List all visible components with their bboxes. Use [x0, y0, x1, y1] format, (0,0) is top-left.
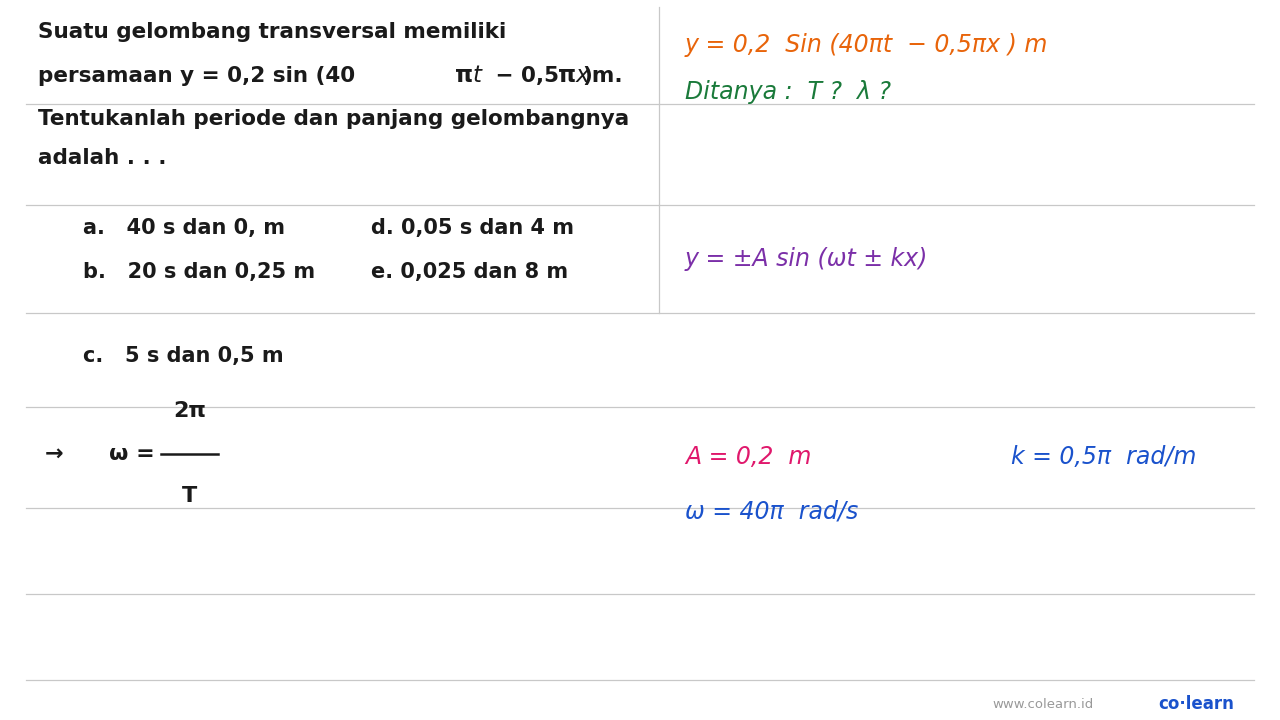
Text: − 0,5: − 0,5	[488, 66, 566, 86]
Text: →: →	[45, 444, 64, 464]
Text: persamaan y = 0,2 sin (40: persamaan y = 0,2 sin (40	[38, 66, 356, 86]
Text: y = 0,2  Sin (40πt  − 0,5πx ) m: y = 0,2 Sin (40πt − 0,5πx ) m	[685, 32, 1048, 57]
Text: ω = 40π  rad/s: ω = 40π rad/s	[685, 499, 858, 523]
Text: T: T	[182, 486, 197, 506]
Text: Suatu gelombang transversal memiliki: Suatu gelombang transversal memiliki	[38, 22, 507, 42]
Text: adalah . . .: adalah . . .	[38, 148, 166, 168]
Text: )m.: )m.	[582, 66, 623, 86]
Text: k = 0,5π  rad/m: k = 0,5π rad/m	[1011, 445, 1197, 469]
Text: d. 0,05 s dan 4 m: d. 0,05 s dan 4 m	[371, 217, 575, 238]
Text: y = ±A sin (ωt ± kx): y = ±A sin (ωt ± kx)	[685, 247, 928, 271]
Text: Ditanya :  T ?  λ ?: Ditanya : T ? λ ?	[685, 80, 891, 104]
Text: b.   20 s dan 0,25 m: b. 20 s dan 0,25 m	[83, 262, 315, 282]
Text: ω =: ω =	[109, 444, 155, 464]
Text: $\mathbf{\pi}$$\mathit{t}$: $\mathbf{\pi}$$\mathit{t}$	[454, 64, 484, 87]
Text: A = 0,2  m: A = 0,2 m	[685, 445, 812, 469]
Text: e. 0,025 dan 8 m: e. 0,025 dan 8 m	[371, 262, 568, 282]
Text: www.colearn.id: www.colearn.id	[992, 698, 1093, 711]
Text: a.   40 s dan 0, m: a. 40 s dan 0, m	[83, 217, 285, 238]
Text: c.   5 s dan 0,5 m: c. 5 s dan 0,5 m	[83, 346, 284, 366]
Text: Tentukanlah periode dan panjang gelombangnya: Tentukanlah periode dan panjang gelomban…	[38, 109, 630, 129]
Text: co·learn: co·learn	[1158, 696, 1234, 713]
Text: 2π: 2π	[173, 401, 206, 421]
Text: $\mathbf{\pi}$$\mathit{x}$: $\mathbf{\pi}$$\mathit{x}$	[557, 64, 590, 87]
